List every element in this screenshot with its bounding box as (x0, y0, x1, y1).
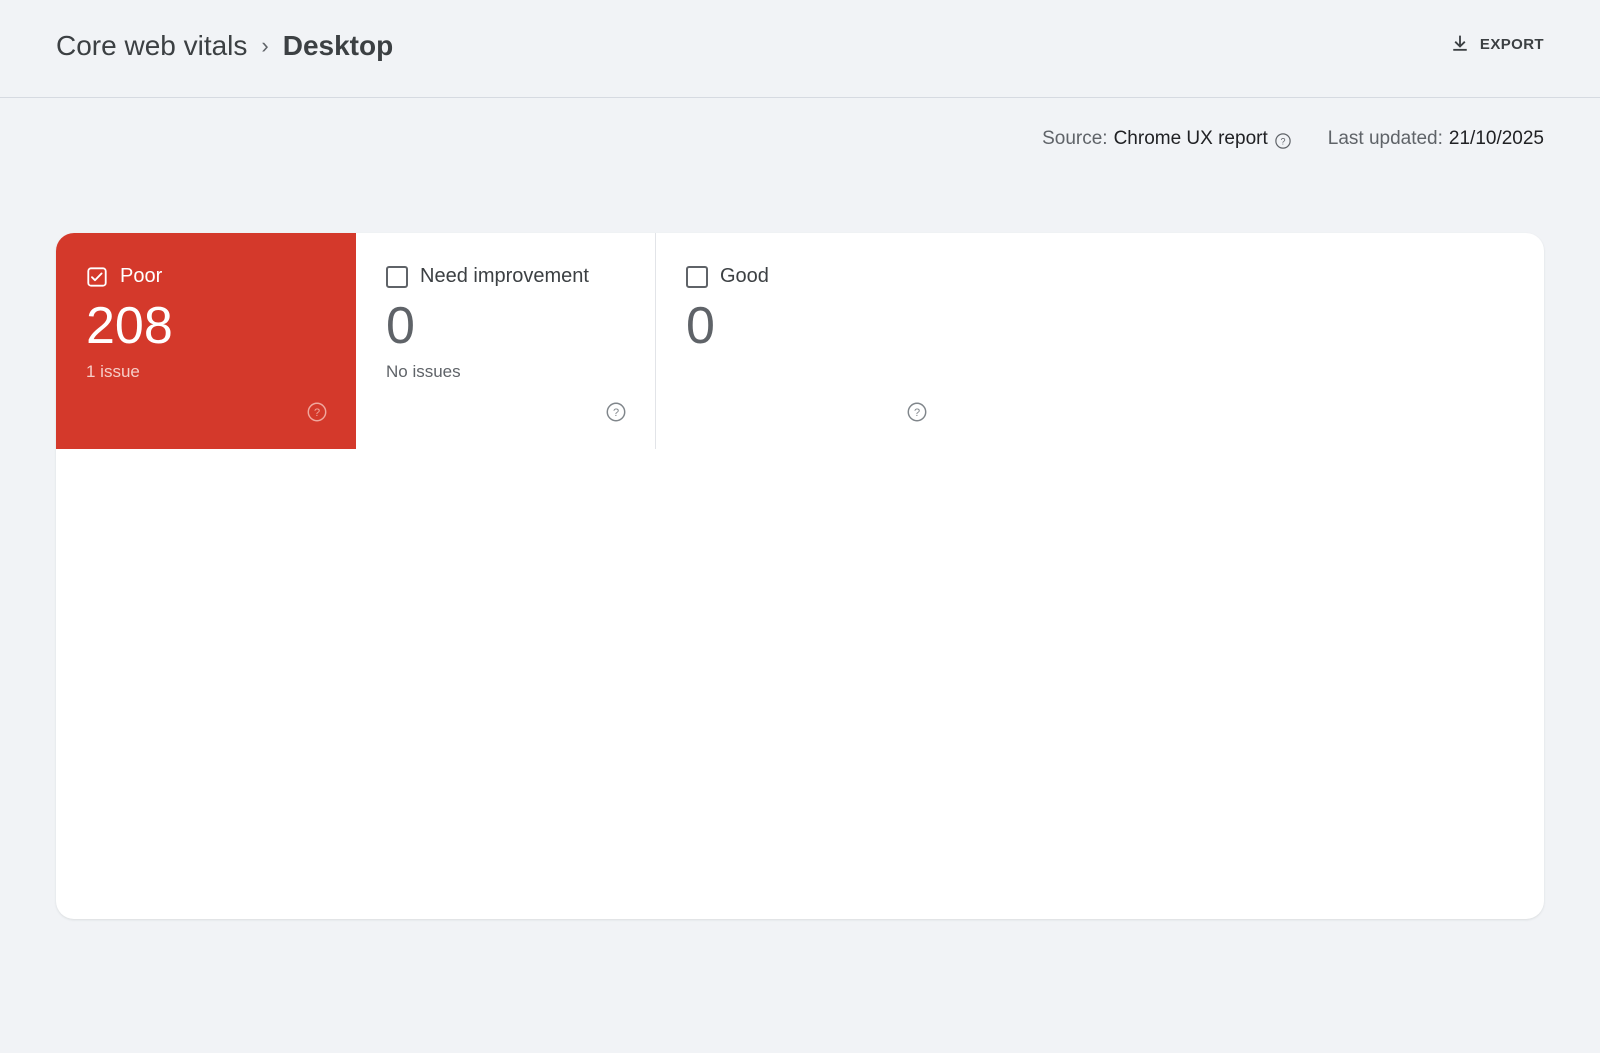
svg-text:?: ? (914, 407, 920, 419)
svg-text:?: ? (314, 407, 320, 419)
svg-text:?: ? (1280, 136, 1285, 146)
svg-text:?: ? (613, 407, 619, 419)
